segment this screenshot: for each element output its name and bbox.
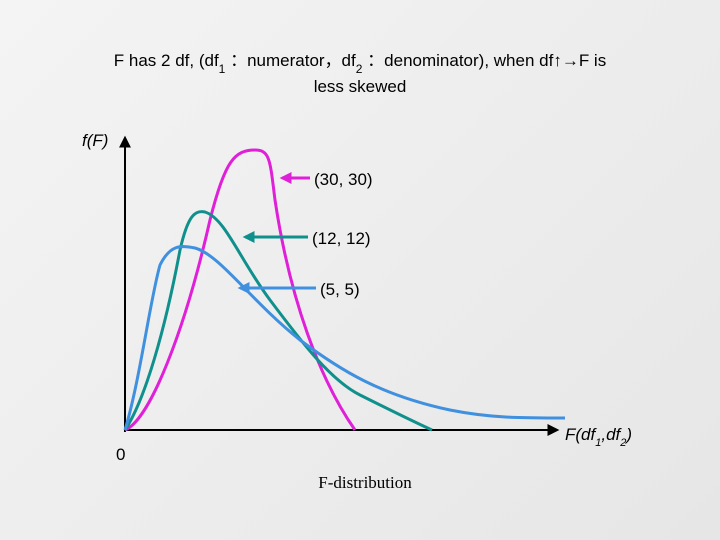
origin-label: 0 xyxy=(116,445,125,464)
x-label-sub: 1 xyxy=(595,437,601,449)
curve xyxy=(124,148,357,432)
curve xyxy=(123,245,566,431)
x-label-text: ) xyxy=(624,425,632,444)
title-text: ：denominator), when df↑→F is xyxy=(362,51,606,70)
x-axis-label: F(df1,df2) xyxy=(565,425,632,449)
title-line1: F has 2 df, (df1 ：numerator，df2 ：denomin… xyxy=(114,51,606,76)
curve xyxy=(123,210,433,432)
x-label-text: F(df xyxy=(565,425,598,444)
curve-label: (5, 5) xyxy=(320,280,360,299)
title-text: F has 2 df, (df xyxy=(114,51,219,70)
curve-label: (12, 12) xyxy=(312,229,371,248)
x-label-text: ,df xyxy=(601,425,622,444)
caption: F-distribution xyxy=(318,473,412,492)
title-line2: less skewed xyxy=(314,77,407,96)
title-sub: 1 xyxy=(219,62,226,76)
x-label-sub: 2 xyxy=(619,437,626,449)
title-text: ：numerator，df xyxy=(225,51,356,70)
title-sub: 2 xyxy=(356,62,363,76)
y-axis-label: f(F) xyxy=(82,131,108,150)
curve-label: (30, 30) xyxy=(314,170,373,189)
